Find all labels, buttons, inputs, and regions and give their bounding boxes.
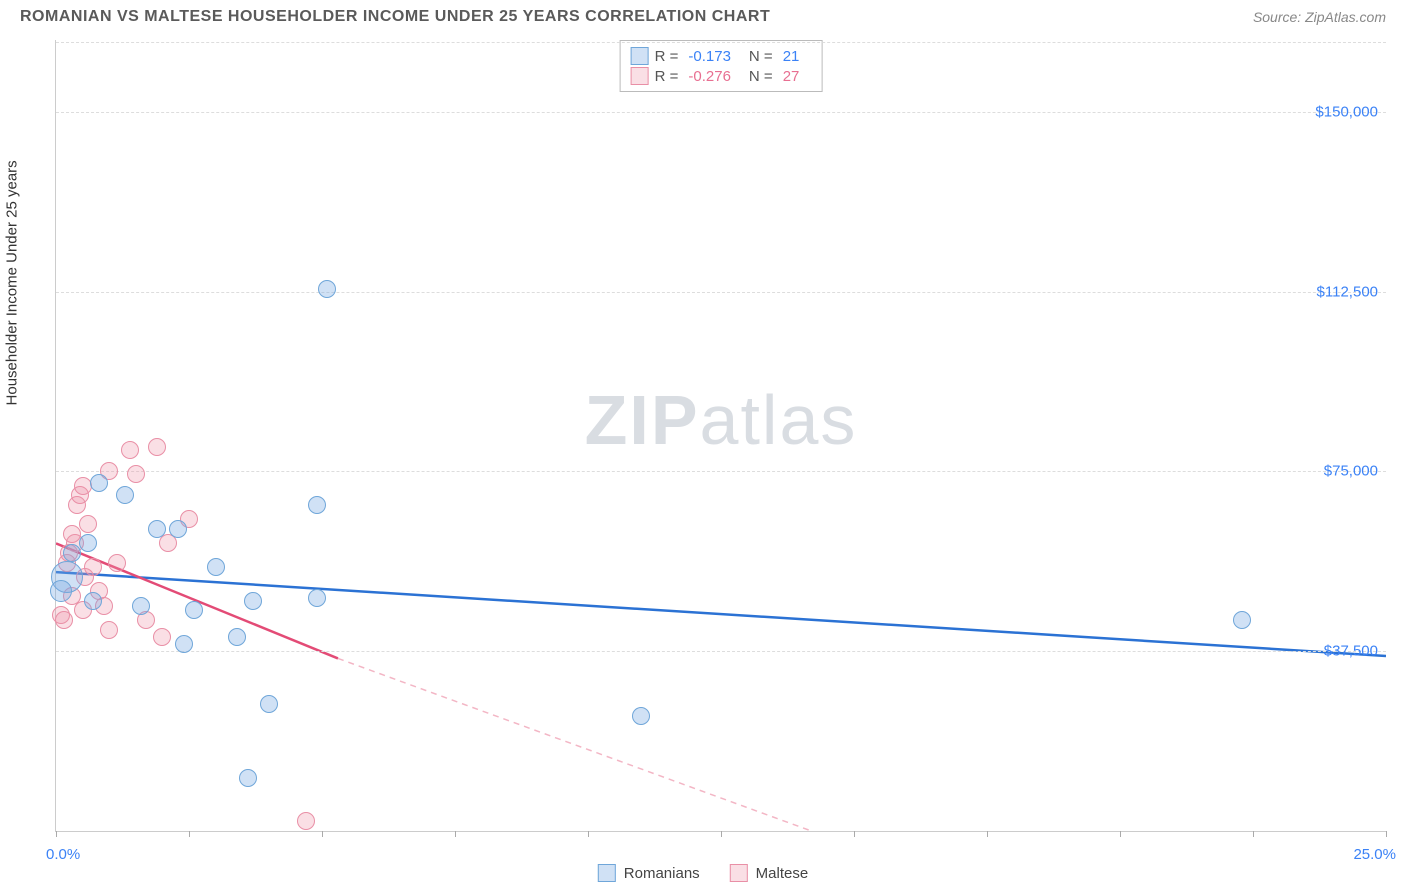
x-tick <box>1253 831 1254 837</box>
scatter-point-romanians <box>260 695 278 713</box>
y-tick-label: $75,000 <box>1324 463 1378 480</box>
r-label: R = <box>655 68 679 85</box>
scatter-point-romanians <box>308 589 326 607</box>
gridline <box>56 292 1386 293</box>
stats-legend-box: R = -0.173 N = 21 R = -0.276 N = 27 <box>620 40 823 92</box>
x-axis-min-label: 0.0% <box>46 846 80 863</box>
scatter-point-romanians <box>318 280 336 298</box>
chart-area: ZIPatlas R = -0.173 N = 21 R = -0.276 N … <box>55 40 1386 832</box>
legend-label-maltese: Maltese <box>756 865 809 882</box>
scatter-point-romanians <box>207 558 225 576</box>
watermark: ZIPatlas <box>585 380 858 460</box>
watermark-bold: ZIP <box>585 381 700 459</box>
y-tick-label: $150,000 <box>1315 103 1378 120</box>
gridline <box>56 471 1386 472</box>
bottom-legend: Romanians Maltese <box>598 864 808 882</box>
scatter-point-romanians <box>169 520 187 538</box>
scatter-point-romanians <box>185 601 203 619</box>
swatch-pink-icon <box>631 67 649 85</box>
scatter-point-romanians <box>116 486 134 504</box>
scatter-point-romanians <box>308 496 326 514</box>
x-tick <box>588 831 589 837</box>
scatter-point-romanians <box>132 597 150 615</box>
stats-row-maltese: R = -0.276 N = 27 <box>631 67 812 85</box>
scatter-point-romanians <box>244 592 262 610</box>
legend-item-maltese: Maltese <box>730 864 809 882</box>
legend-item-romanians: Romanians <box>598 864 700 882</box>
scatter-point-maltese <box>297 812 315 830</box>
scatter-point-romanians <box>632 707 650 725</box>
chart-title: ROMANIAN VS MALTESE HOUSEHOLDER INCOME U… <box>20 8 770 26</box>
scatter-point-maltese <box>84 558 102 576</box>
watermark-light: atlas <box>700 381 858 459</box>
scatter-point-maltese <box>121 441 139 459</box>
scatter-point-romanians <box>239 769 257 787</box>
n-value-romanians: 21 <box>783 48 800 65</box>
gridline <box>56 112 1386 113</box>
scatter-point-romanians <box>228 628 246 646</box>
source-label: Source: ZipAtlas.com <box>1253 9 1386 25</box>
x-tick <box>1120 831 1121 837</box>
scatter-point-maltese <box>108 554 126 572</box>
x-tick <box>56 831 57 837</box>
gridline <box>56 42 1386 43</box>
y-tick-label: $112,500 <box>1317 283 1378 300</box>
swatch-blue-icon <box>631 47 649 65</box>
scatter-point-romanians <box>63 544 81 562</box>
scatter-point-maltese <box>148 438 166 456</box>
r-label: R = <box>655 48 679 65</box>
x-tick <box>987 831 988 837</box>
n-label: N = <box>749 48 773 65</box>
x-tick <box>1386 831 1387 837</box>
stats-row-romanians: R = -0.173 N = 21 <box>631 47 812 65</box>
swatch-pink-icon <box>730 864 748 882</box>
scatter-point-maltese <box>79 515 97 533</box>
n-value-maltese: 27 <box>783 68 800 85</box>
x-tick <box>721 831 722 837</box>
r-value-romanians: -0.173 <box>688 48 731 65</box>
x-tick <box>854 831 855 837</box>
scatter-point-maltese <box>127 465 145 483</box>
scatter-point-romanians <box>175 635 193 653</box>
scatter-point-romanians <box>84 592 102 610</box>
gridline <box>56 651 1386 652</box>
x-tick <box>455 831 456 837</box>
scatter-point-maltese <box>100 621 118 639</box>
scatter-point-romanians <box>79 534 97 552</box>
x-tick <box>189 831 190 837</box>
y-axis-label: Householder Income Under 25 years <box>4 160 21 405</box>
n-label: N = <box>749 68 773 85</box>
x-axis-max-label: 25.0% <box>1353 846 1396 863</box>
scatter-point-maltese <box>55 611 73 629</box>
scatter-point-romanians <box>1233 611 1251 629</box>
y-tick-label: $37,500 <box>1324 643 1378 660</box>
r-value-maltese: -0.276 <box>688 68 731 85</box>
scatter-point-romanians <box>50 580 72 602</box>
scatter-point-maltese <box>153 628 171 646</box>
scatter-point-romanians <box>148 520 166 538</box>
x-tick <box>322 831 323 837</box>
legend-label-romanians: Romanians <box>624 865 700 882</box>
scatter-point-romanians <box>90 474 108 492</box>
swatch-blue-icon <box>598 864 616 882</box>
